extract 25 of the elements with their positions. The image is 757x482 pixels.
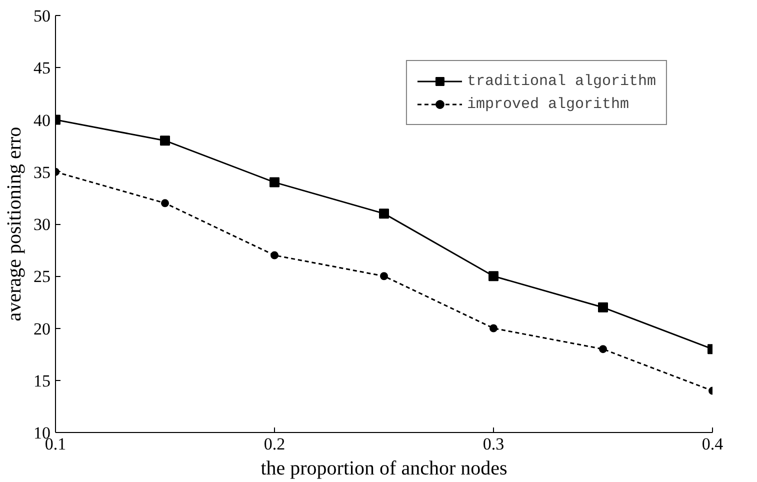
y-tick-label: 25 (34, 267, 50, 286)
point (490, 324, 498, 332)
point (379, 208, 389, 219)
legend-label: traditional algorithm (466, 72, 656, 90)
x-tick-label: 0.4 (702, 434, 724, 454)
point (598, 302, 608, 312)
y-tick-label: 30 (34, 215, 50, 234)
legend-label: improved algorithm (466, 96, 629, 112)
point (160, 136, 170, 146)
x-tick-label: 0.2 (264, 434, 286, 454)
y-tick-label: 35 (34, 162, 50, 182)
y-tick-label: 40 (34, 110, 50, 130)
y-tick-label: 50 (34, 6, 50, 26)
point (270, 177, 280, 188)
y-tick-label: 45 (34, 58, 50, 78)
y-tick-label: 20 (34, 319, 50, 338)
point (599, 345, 607, 354)
x-tick-label: 0.3 (482, 434, 504, 454)
point (161, 199, 169, 208)
point (270, 251, 278, 260)
y-tick-label: 15 (34, 371, 50, 390)
x-axis-title: the proportion of anchor nodes (260, 458, 508, 480)
y-axis-title: average positioning erro (4, 126, 26, 322)
point (488, 271, 498, 282)
point (380, 272, 388, 280)
